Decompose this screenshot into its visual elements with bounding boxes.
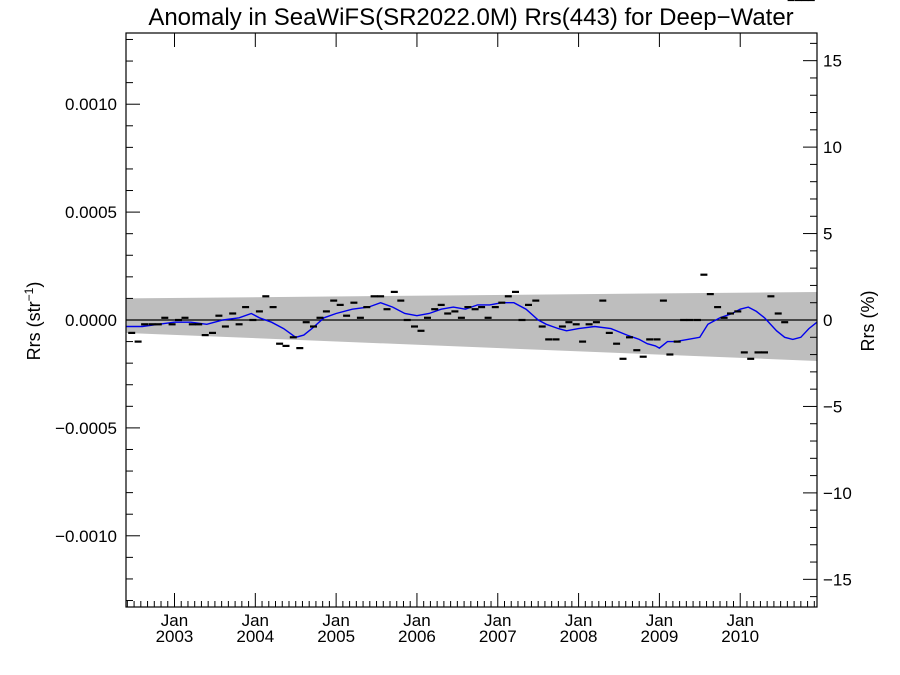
points-layer xyxy=(128,0,815,360)
y-axis-left-label-close: ) xyxy=(24,282,44,288)
x-tick-label-month: Jan xyxy=(727,611,754,630)
y-left-tick-label: 0.0005 xyxy=(65,203,117,222)
y-right-tick-label: −5 xyxy=(823,397,842,416)
y-right-tick-label: −15 xyxy=(823,570,852,589)
x-tick-label-year: 2004 xyxy=(236,627,274,646)
uncertainty-envelope xyxy=(126,291,817,361)
x-tick-label-year: 2010 xyxy=(721,627,759,646)
x-tick-label-month: Jan xyxy=(484,611,511,630)
y-axis-left-label: Rrs (str−1) xyxy=(22,282,44,361)
y-left-tick-label: 0.0010 xyxy=(65,95,117,114)
x-tick-label-month: Jan xyxy=(565,611,592,630)
y-right-tick-label: 5 xyxy=(823,225,832,244)
x-tick-label-month: Jan xyxy=(403,611,430,630)
chart-title: Anomaly in SeaWiFS(SR2022.0M) Rrs(443) f… xyxy=(148,4,793,31)
x-tick-label-month: Jan xyxy=(161,611,188,630)
y-right-tick-label: 15 xyxy=(823,52,842,71)
y-axis-right-label: Rrs (%) xyxy=(858,291,878,352)
y-left-tick-label: −0.0010 xyxy=(55,527,117,546)
x-tick-label-year: 2006 xyxy=(398,627,436,646)
x-tick-label-year: 2007 xyxy=(479,627,517,646)
envelope-layer xyxy=(126,291,817,361)
x-tick-label-month: Jan xyxy=(242,611,269,630)
y-right-tick-label: −10 xyxy=(823,484,852,503)
x-tick-label-year: 2008 xyxy=(560,627,598,646)
y-right-tick-label: 10 xyxy=(823,138,842,157)
y-left-tick-label: 0.0000 xyxy=(65,311,117,330)
y-axis-left-label-sup: −1 xyxy=(22,287,36,301)
x-tick-label-month: Jan xyxy=(646,611,673,630)
y-right-tick-label: 0 xyxy=(823,311,832,330)
x-tick-label-year: 2003 xyxy=(156,627,194,646)
x-tick-label-year: 2005 xyxy=(317,627,355,646)
x-tick-label-month: Jan xyxy=(322,611,349,630)
y-axis-left-label-main: Rrs (str xyxy=(24,301,44,360)
y-left-tick-label: −0.0005 xyxy=(55,419,117,438)
axes-layer: 0.0010 0.0005 0.0000 −0.0005 −0.0010 15 10 5 0 −5… xyxy=(55,33,852,646)
x-tick-label-year: 2009 xyxy=(640,627,678,646)
